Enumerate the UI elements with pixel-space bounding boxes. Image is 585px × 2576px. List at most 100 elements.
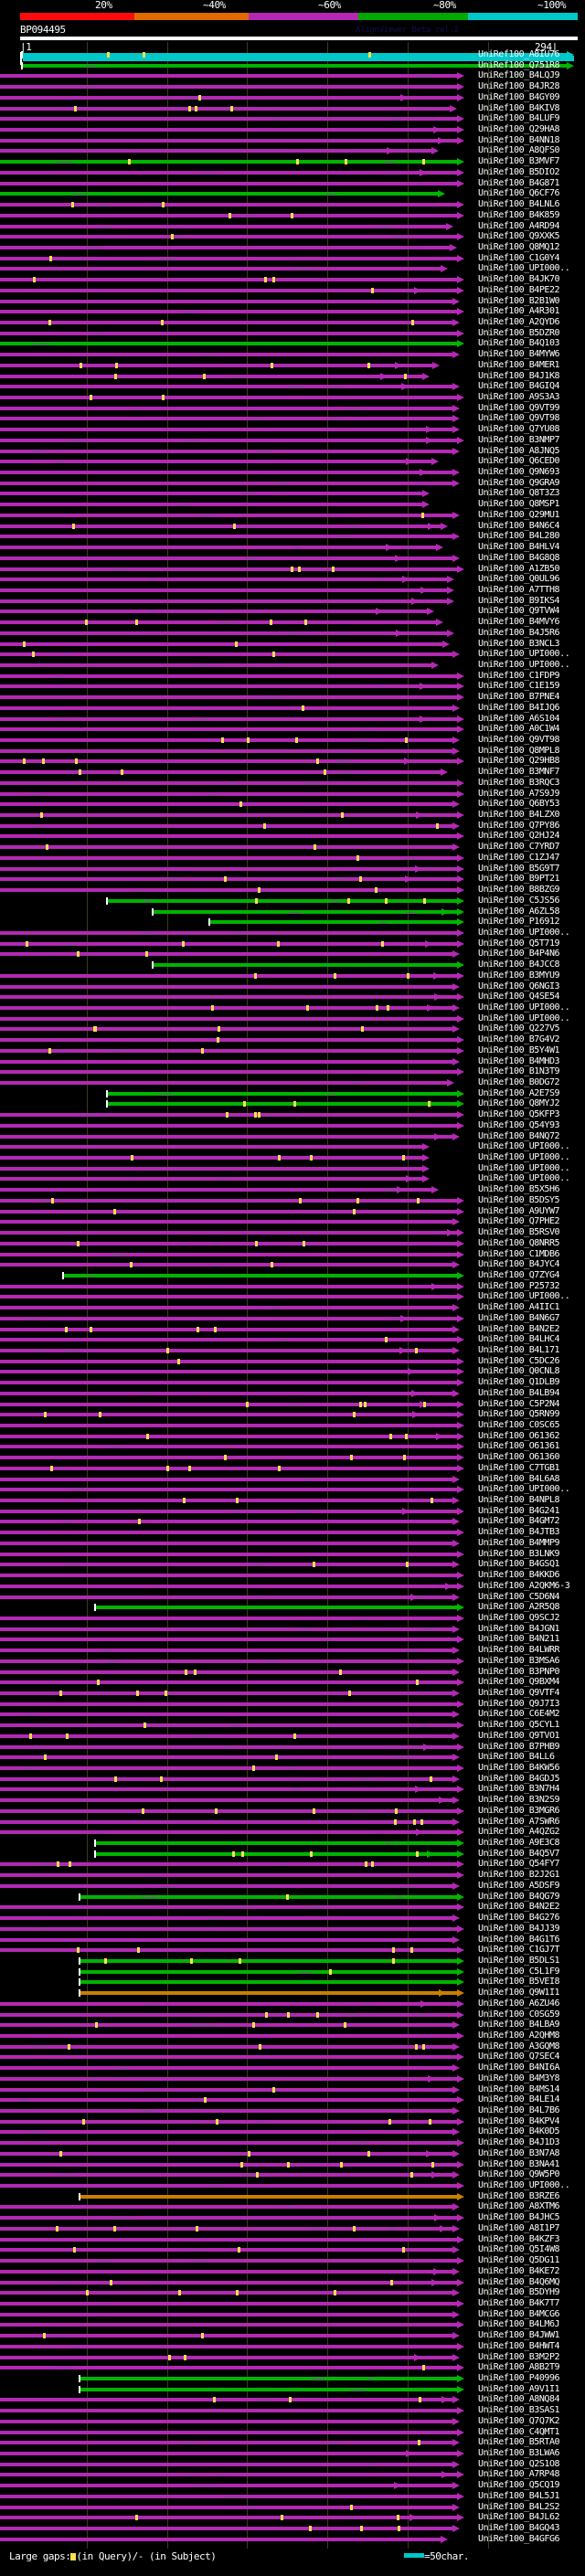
hit-alignment-bar[interactable]	[80, 1991, 459, 1996]
hit-label[interactable]: UniRef100_B4KPV4	[478, 2115, 560, 2126]
hit-row[interactable]: UniRef100_B4LL6	[0, 1752, 585, 1764]
hit-row[interactable]: UniRef100_B4NN18	[0, 135, 585, 147]
hit-alignment-bar[interactable]	[0, 705, 454, 710]
hit-alignment-bar[interactable]	[0, 1434, 459, 1438]
hit-label[interactable]: UniRef100_P16912	[478, 917, 560, 928]
hit-row[interactable]: UniRef100_B4JYC4	[0, 1259, 585, 1271]
hit-alignment-bar[interactable]	[0, 1295, 459, 1299]
hit-label[interactable]: UniRef100_A8NQ84	[478, 2394, 560, 2405]
hit-row[interactable]: UniRef100_B5RTA0	[0, 2437, 585, 2449]
hit-row[interactable]: UniRef100_A8JNQ5	[0, 445, 585, 458]
hit-label[interactable]: UniRef100_Q8MSP1	[478, 499, 560, 510]
hit-row[interactable]: UniRef100_B4GY09	[0, 92, 585, 104]
hit-alignment-bar[interactable]	[0, 791, 459, 796]
hit-label[interactable]: UniRef100_O61361	[478, 1441, 560, 1452]
hit-label[interactable]: UniRef100_C1E159	[478, 681, 560, 692]
hit-label[interactable]: UniRef100_B8BZG9	[478, 885, 560, 896]
hit-row[interactable]: UniRef100_Q29HB8	[0, 756, 585, 768]
hit-alignment-bar[interactable]	[108, 1102, 459, 1107]
hit-row[interactable]: UniRef100_B4JR28	[0, 81, 585, 93]
hit-row[interactable]: UniRef100_C1E159	[0, 681, 585, 693]
hit-alignment-bar[interactable]	[0, 235, 459, 239]
hit-alignment-bar[interactable]	[0, 2033, 459, 2038]
hit-alignment-bar[interactable]	[108, 898, 459, 903]
hit-alignment-bar[interactable]	[0, 2205, 454, 2210]
hit-label[interactable]: UniRef100_C1ZJ47	[478, 852, 560, 863]
hit-row[interactable]: UniRef100_Q5CYL1	[0, 1720, 585, 1732]
hit-label[interactable]: UniRef100_A8IU76	[478, 49, 560, 59]
hit-row[interactable]: UniRef100_B3N7A8	[0, 2148, 585, 2160]
hit-row[interactable]: UniRef100_P16912	[0, 917, 585, 928]
hit-label[interactable]: UniRef100_B4NI6A	[478, 2062, 560, 2073]
hit-row[interactable]: UniRef100_UPI000..	[0, 1163, 585, 1175]
hit-row[interactable]: UniRef100_B4L280	[0, 531, 585, 543]
hit-alignment-bar[interactable]	[0, 759, 459, 764]
hit-label[interactable]: UniRef100_C0SG59	[478, 2009, 560, 2019]
hit-alignment-bar[interactable]	[0, 224, 448, 228]
hit-alignment-bar[interactable]	[0, 2484, 454, 2488]
hit-label[interactable]: UniRef100_B4LZX0	[478, 810, 560, 821]
hit-alignment-bar[interactable]	[0, 2162, 459, 2167]
hit-row[interactable]: UniRef100_B4L171	[0, 1345, 585, 1357]
hit-alignment-bar[interactable]	[154, 909, 459, 914]
hit-alignment-bar[interactable]	[0, 1584, 459, 1588]
hit-alignment-bar[interactable]	[0, 1798, 454, 1803]
hit-alignment-bar[interactable]	[0, 1488, 459, 1492]
hit-alignment-bar[interactable]	[0, 1284, 459, 1288]
hit-row[interactable]: UniRef100_B3MGR6	[0, 1806, 585, 1818]
hit-alignment-bar[interactable]	[0, 192, 440, 196]
hit-row[interactable]: UniRef100_C5JS56	[0, 896, 585, 907]
hit-alignment-bar[interactable]	[0, 770, 442, 775]
hit-label[interactable]: UniRef100_B3SAS1	[478, 2405, 560, 2416]
hit-label[interactable]: UniRef100_A8JNQ5	[478, 445, 560, 456]
hit-alignment-bar[interactable]	[0, 1595, 454, 1599]
hit-alignment-bar[interactable]	[0, 610, 429, 614]
hit-alignment-bar[interactable]	[0, 2473, 459, 2477]
hit-label[interactable]: UniRef100_UPI000..	[478, 1002, 570, 1012]
hit-alignment-bar[interactable]	[0, 1776, 454, 1781]
hit-label[interactable]: UniRef100_B4G241	[478, 1505, 560, 1516]
hit-row[interactable]: UniRef100_Q7ZYG4	[0, 1270, 585, 1282]
hit-label[interactable]: UniRef100_B4LQJ9	[478, 70, 560, 81]
hit-alignment-bar[interactable]	[0, 941, 459, 946]
hit-alignment-bar[interactable]	[0, 2151, 454, 2156]
hit-row[interactable]: UniRef100_P40996	[0, 2373, 585, 2385]
hit-alignment-bar[interactable]	[0, 578, 449, 582]
hit-row[interactable]: UniRef100_C5DC26	[0, 1356, 585, 1368]
hit-alignment-bar[interactable]	[0, 1509, 459, 1513]
hit-label[interactable]: UniRef100_B4MVY6	[478, 617, 560, 628]
hit-label[interactable]: UniRef100_Q6CF76	[478, 188, 560, 199]
hit-label[interactable]: UniRef100_B4L6A8	[478, 1473, 560, 1484]
hit-row[interactable]: UniRef100_C1GJ7T	[0, 1945, 585, 1956]
hit-row[interactable]: UniRef100_Q9GRA9	[0, 478, 585, 490]
hit-alignment-bar[interactable]	[0, 503, 424, 507]
hit-alignment-bar[interactable]	[0, 1659, 459, 1663]
hit-alignment-bar[interactable]	[80, 2376, 459, 2380]
hit-row[interactable]: UniRef100_B4GFG6	[0, 2534, 585, 2546]
hit-label[interactable]: UniRef100_Q2HJ24	[478, 831, 560, 842]
hit-row[interactable]: UniRef100_B4Q103	[0, 338, 585, 350]
hit-label[interactable]: UniRef100_O61360	[478, 1452, 560, 1463]
hit-label[interactable]: UniRef100_B5DYH9	[478, 2287, 560, 2298]
hit-row[interactable]: UniRef100_B4HWT4	[0, 2341, 585, 2353]
hit-row[interactable]: UniRef100_B3RQC3	[0, 778, 585, 790]
hit-row[interactable]: UniRef100_B7G4V2	[0, 1034, 585, 1046]
hit-alignment-bar[interactable]	[23, 53, 569, 57]
hit-label[interactable]: UniRef100_UPI000..	[478, 263, 570, 274]
hit-row[interactable]: UniRef100_Q9W5P0	[0, 2169, 585, 2181]
hit-label[interactable]: UniRef100_Q6BY53	[478, 799, 560, 810]
hit-label[interactable]: UniRef100_Q8MPL8	[478, 745, 560, 756]
hit-label[interactable]: UniRef100_B4LB94	[478, 1387, 560, 1398]
hit-row[interactable]: UniRef100_UPI000..	[0, 1152, 585, 1164]
hit-alignment-bar[interactable]	[0, 1499, 454, 1503]
hit-label[interactable]: UniRef100_B4J5R6	[478, 627, 560, 638]
hit-alignment-bar[interactable]	[0, 1413, 459, 1417]
hit-label[interactable]: UniRef100_B5DZR0	[478, 327, 560, 338]
hit-label[interactable]: UniRef100_B4P4N6	[478, 949, 560, 959]
hit-row[interactable]: UniRef100_B4JCC8	[0, 959, 585, 971]
hit-row[interactable]: UniRef100_Q5T719	[0, 938, 585, 950]
hit-row[interactable]: UniRef100_B8BZG9	[0, 885, 585, 896]
hit-row[interactable]: UniRef100_A2QYD6	[0, 317, 585, 329]
hit-row[interactable]: UniRef100_A8NQ84	[0, 2394, 585, 2406]
hit-row[interactable]: UniRef100_B4JGN1	[0, 1624, 585, 1636]
